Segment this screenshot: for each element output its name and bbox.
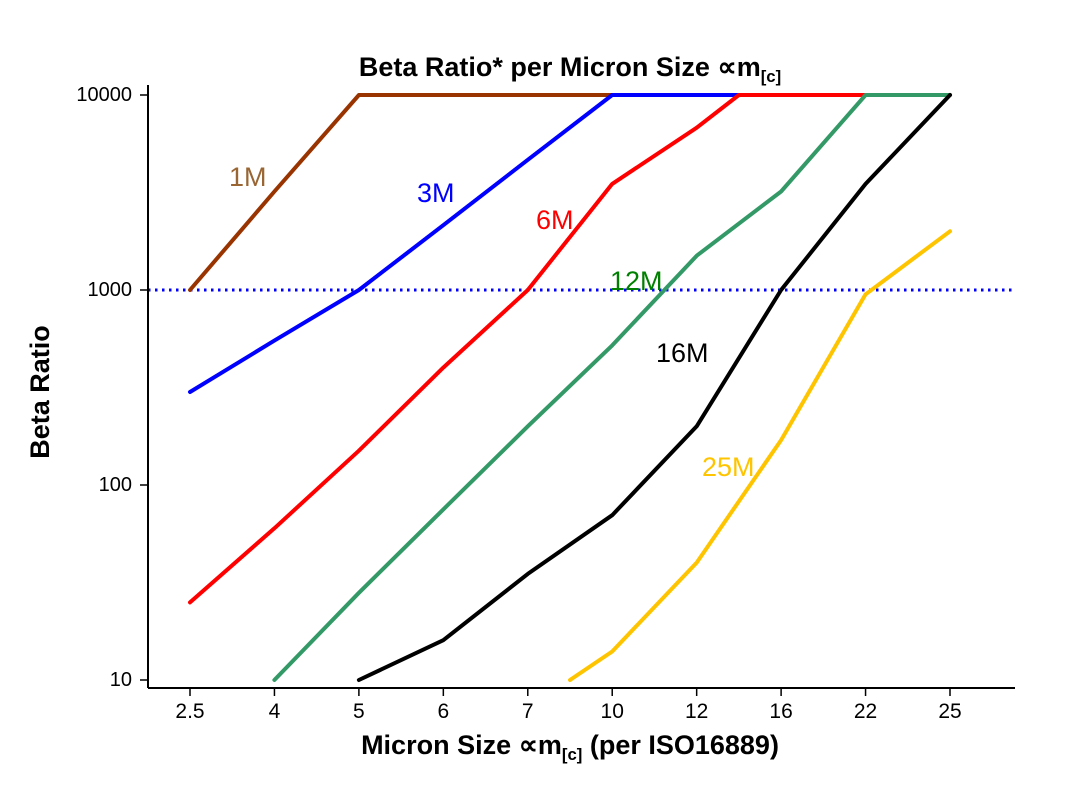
x-tick-label-6: 6 — [437, 700, 450, 723]
y-tick-label-1000: 1000 — [87, 279, 133, 301]
series-label-12M: 12M — [610, 266, 663, 296]
x-tick-label-4: 4 — [268, 700, 281, 723]
y-tick-label-100: 100 — [98, 474, 132, 496]
x-tick-label-10: 10 — [600, 700, 624, 723]
x-tick-label-7: 7 — [521, 700, 534, 723]
series-label-16M: 16M — [656, 338, 709, 368]
y-tick-label-10000: 10000 — [76, 84, 132, 106]
y-tick-label-10: 10 — [109, 669, 132, 691]
x-axis-title: Micron Size ∝m[c] (per ISO16889) — [90, 730, 1050, 765]
chart-title: Beta Ratio* per Micron Size ∝m[c] — [90, 52, 1050, 87]
series-line-6M — [188, 93, 868, 605]
series-label-6M: 6M — [536, 205, 574, 235]
chart-title-unit-subscript: [c] — [760, 66, 782, 86]
x-axis-title-text: Micron Size — [361, 730, 519, 760]
x-axis-title-unit: ∝m — [518, 730, 562, 760]
x-tick-label-2.5: 2.5 — [175, 700, 205, 723]
series-label-1M: 1M — [229, 162, 267, 192]
series-label-25M: 25M — [702, 452, 755, 482]
x-axis-title-unit-subscript: [c] — [561, 744, 583, 764]
series-line-16M — [356, 93, 952, 682]
chart-title-text: Beta Ratio* per Micron Size — [358, 52, 718, 82]
series-line-1M — [188, 93, 615, 292]
x-tick-label-16: 16 — [769, 700, 793, 723]
x-tick-label-22: 22 — [853, 700, 878, 723]
x-tick-label-25: 25 — [938, 700, 962, 723]
series-label-3M: 3M — [417, 178, 455, 208]
series-line-3M — [188, 93, 741, 394]
series-line-12M — [272, 93, 952, 682]
series-line-25M — [568, 229, 952, 682]
chart-title-unit: ∝m — [717, 52, 761, 82]
x-axis-title-standard: (per ISO16889) — [582, 730, 779, 760]
x-tick-label-5: 5 — [353, 700, 365, 723]
x-tick-label-12: 12 — [684, 700, 709, 723]
